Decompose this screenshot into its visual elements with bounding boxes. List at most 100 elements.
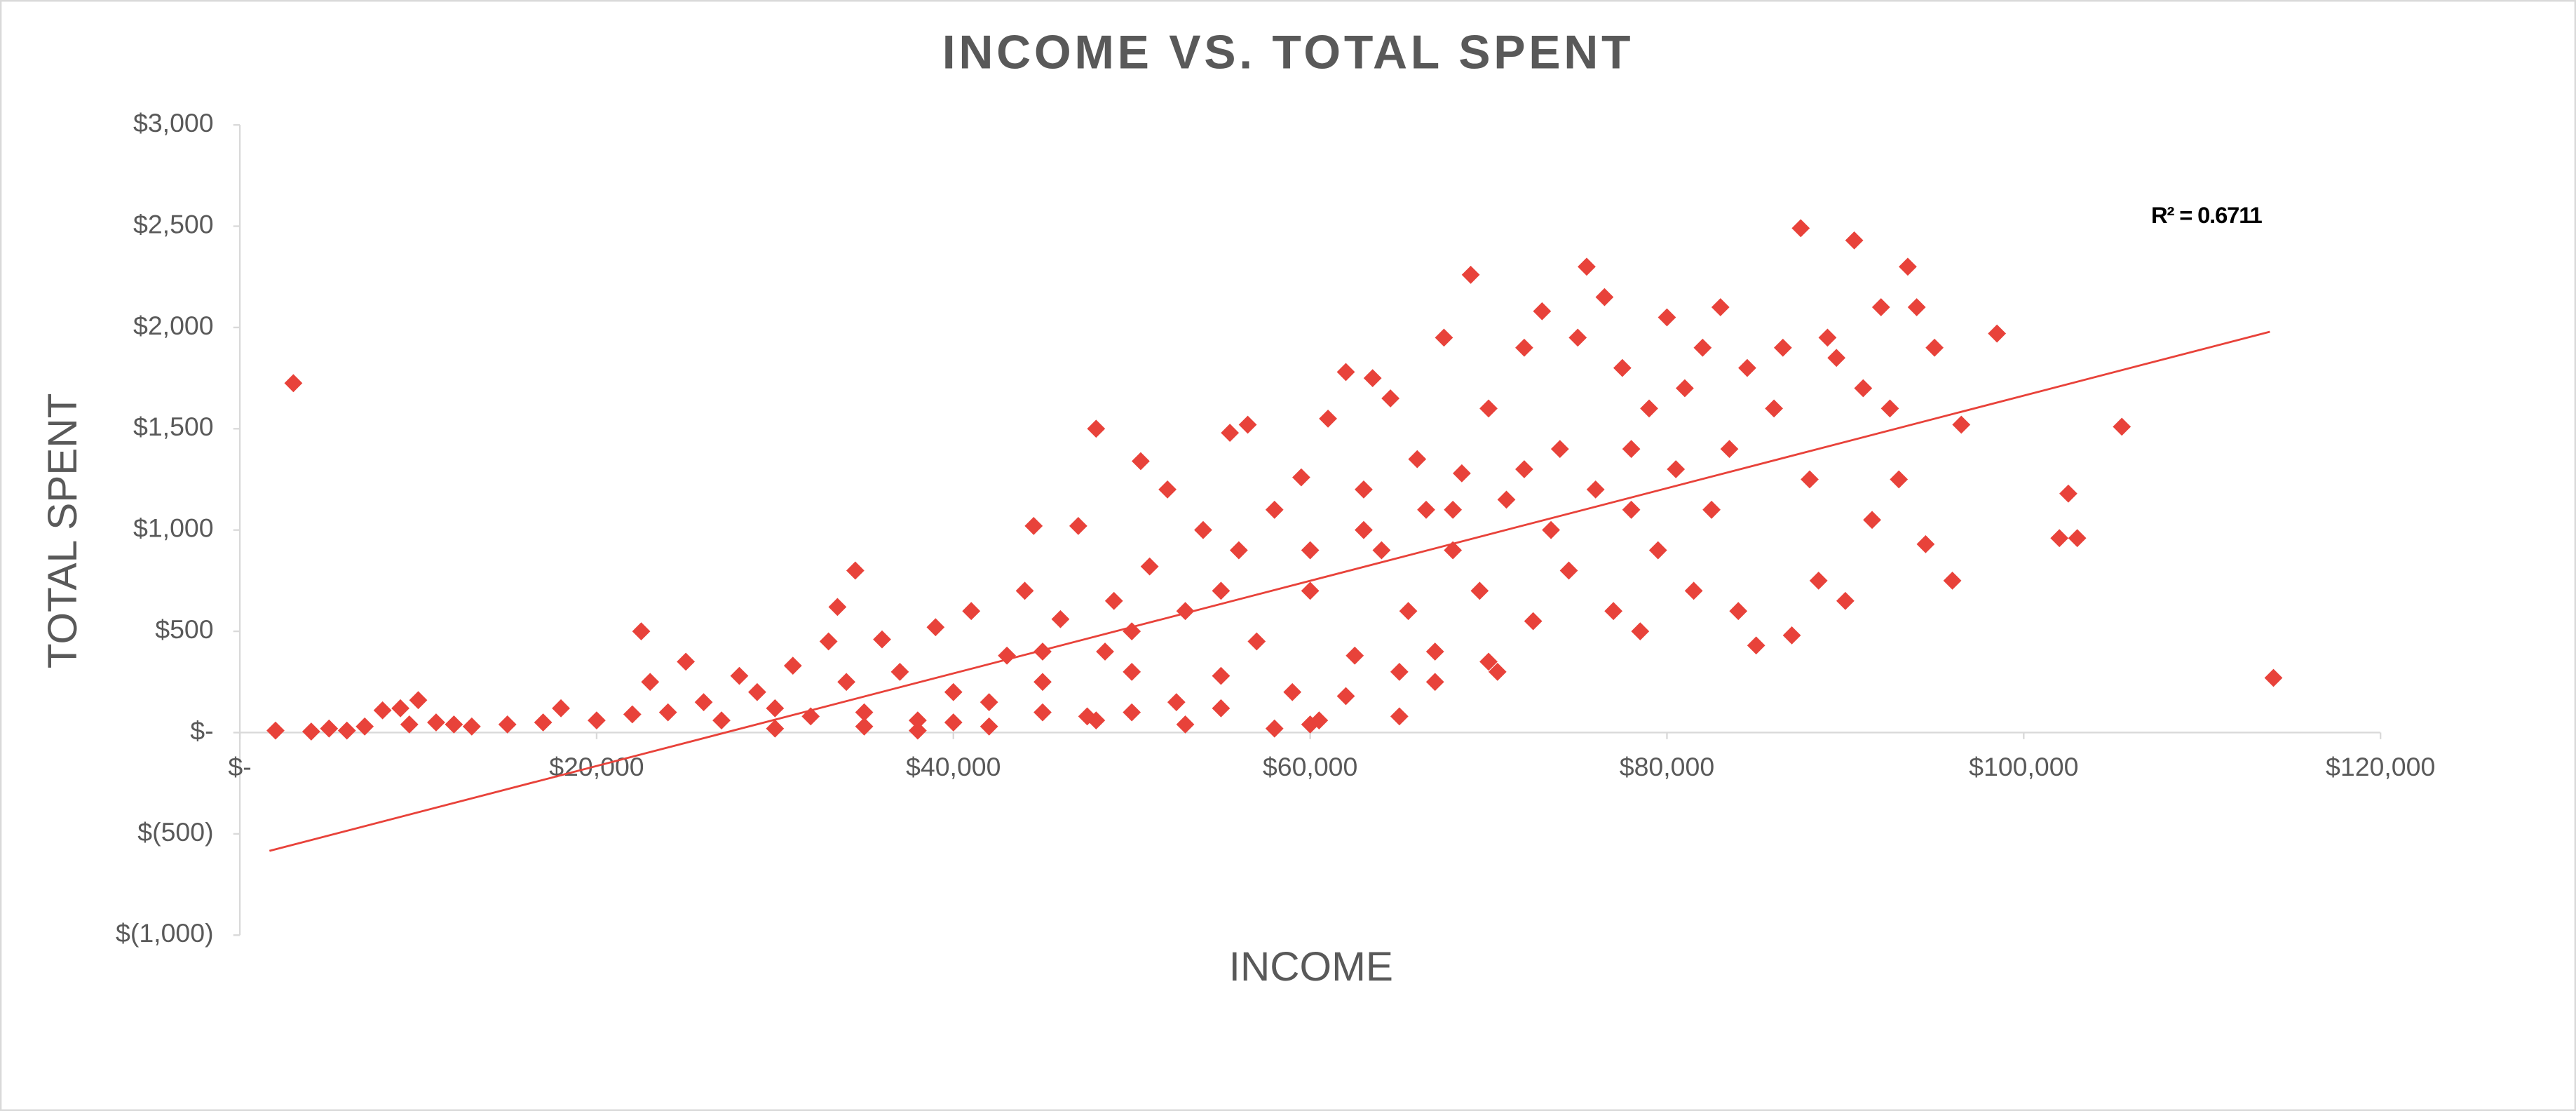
point bbox=[1836, 591, 1855, 610]
x-axis-title: INCOME bbox=[1229, 944, 1393, 990]
point bbox=[266, 721, 285, 740]
point bbox=[766, 699, 785, 718]
point bbox=[1899, 257, 1917, 276]
point bbox=[1033, 642, 1052, 661]
point bbox=[944, 713, 963, 732]
point bbox=[1729, 602, 1748, 621]
point bbox=[1479, 652, 1498, 671]
point bbox=[1301, 581, 1320, 600]
x-tick-label: $120,000 bbox=[2326, 752, 2435, 781]
point bbox=[1622, 440, 1641, 459]
point bbox=[1791, 219, 1810, 238]
point bbox=[1550, 440, 1569, 459]
point bbox=[1096, 642, 1114, 661]
point bbox=[1087, 711, 1106, 730]
point bbox=[1176, 602, 1195, 621]
point bbox=[909, 721, 927, 740]
point bbox=[828, 598, 847, 617]
point bbox=[658, 703, 677, 722]
point bbox=[623, 705, 642, 724]
point bbox=[1104, 591, 1123, 610]
point bbox=[909, 711, 927, 730]
point bbox=[1524, 612, 1543, 631]
point bbox=[1265, 500, 1284, 519]
point bbox=[1158, 480, 1177, 499]
point bbox=[1345, 646, 1364, 665]
point bbox=[1925, 338, 1944, 357]
point bbox=[1425, 642, 1444, 661]
point bbox=[855, 703, 874, 722]
x-tick-label: $40,000 bbox=[906, 752, 1001, 781]
y-tick-label: $2,500 bbox=[133, 209, 214, 238]
point bbox=[1559, 561, 1578, 580]
point bbox=[1212, 666, 1231, 685]
point bbox=[1586, 480, 1605, 499]
point bbox=[1693, 338, 1712, 357]
chart-title: INCOME VS. TOTAL SPENT bbox=[942, 26, 1634, 79]
point bbox=[1578, 257, 1596, 276]
x-tick-label: $- bbox=[228, 752, 251, 781]
point bbox=[1015, 581, 1034, 600]
y-tick-label: $(500) bbox=[137, 817, 213, 847]
point bbox=[1123, 662, 1141, 681]
point bbox=[1372, 541, 1391, 560]
point bbox=[2068, 529, 2087, 548]
y-tick-label: $500 bbox=[155, 614, 213, 644]
x-tick-label: $80,000 bbox=[1620, 752, 1714, 781]
point bbox=[1033, 703, 1052, 722]
point bbox=[1648, 541, 1667, 560]
point bbox=[2113, 417, 2131, 436]
point bbox=[1488, 662, 1507, 681]
point bbox=[1515, 338, 1533, 357]
point bbox=[873, 630, 891, 649]
point bbox=[1658, 308, 1676, 327]
point bbox=[1212, 699, 1231, 718]
point bbox=[846, 561, 865, 580]
point bbox=[1292, 468, 1310, 487]
point bbox=[1738, 358, 1756, 377]
x-tick-label: $60,000 bbox=[1263, 752, 1357, 781]
point bbox=[1417, 500, 1435, 519]
y-tick-label: $1,500 bbox=[133, 412, 214, 441]
point bbox=[1720, 440, 1739, 459]
y-tick-label: $2,000 bbox=[133, 311, 214, 340]
point bbox=[1533, 302, 1552, 321]
point bbox=[337, 721, 356, 740]
point bbox=[1604, 602, 1623, 621]
y-tick-label: $(1,000) bbox=[116, 918, 214, 948]
point bbox=[890, 662, 909, 681]
y-tick-label: $1,000 bbox=[133, 513, 214, 543]
point bbox=[1355, 480, 1373, 499]
x-tick-label: $100,000 bbox=[1969, 752, 2078, 781]
point bbox=[1051, 610, 1070, 628]
point bbox=[1408, 450, 1427, 469]
point bbox=[1390, 662, 1409, 681]
point bbox=[1613, 358, 1632, 377]
r-squared: R² = 0.6711 bbox=[2151, 202, 2263, 228]
point bbox=[1988, 324, 2007, 343]
point bbox=[962, 602, 981, 621]
point bbox=[1773, 338, 1792, 357]
y-tick-label: $3,000 bbox=[133, 108, 214, 137]
point bbox=[1702, 500, 1721, 519]
point bbox=[1229, 541, 1248, 560]
point bbox=[712, 711, 731, 730]
point bbox=[1301, 541, 1320, 560]
point bbox=[1381, 389, 1400, 408]
point bbox=[730, 666, 749, 685]
point bbox=[1399, 602, 1418, 621]
point bbox=[783, 656, 802, 675]
point bbox=[1595, 288, 1614, 307]
point bbox=[1684, 581, 1703, 600]
point bbox=[1470, 581, 1489, 600]
point bbox=[1453, 464, 1471, 483]
point bbox=[1123, 703, 1141, 722]
point bbox=[1212, 581, 1231, 600]
point bbox=[677, 652, 696, 671]
point bbox=[979, 693, 998, 712]
point bbox=[1167, 693, 1186, 712]
y-axis-title: TOTAL SPENT bbox=[40, 393, 86, 669]
